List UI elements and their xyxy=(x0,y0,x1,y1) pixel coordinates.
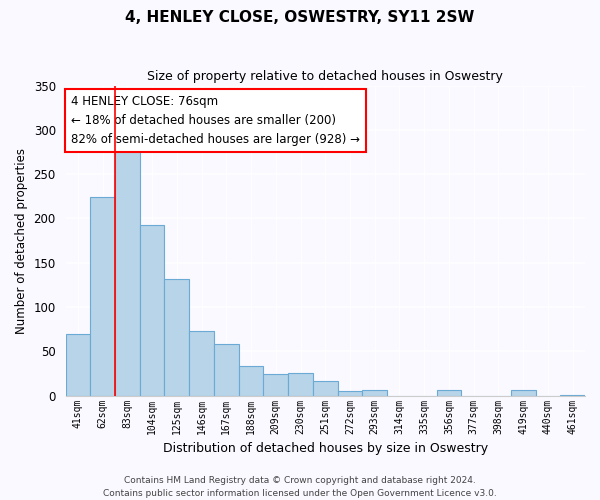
Text: 4 HENLEY CLOSE: 76sqm
← 18% of detached houses are smaller (200)
82% of semi-det: 4 HENLEY CLOSE: 76sqm ← 18% of detached … xyxy=(71,95,360,146)
Bar xyxy=(140,224,164,396)
Bar xyxy=(164,278,189,396)
Y-axis label: Number of detached properties: Number of detached properties xyxy=(15,148,28,334)
Title: Size of property relative to detached houses in Oswestry: Size of property relative to detached ho… xyxy=(148,70,503,83)
Bar xyxy=(90,197,115,396)
Bar xyxy=(560,395,585,396)
Bar xyxy=(65,334,90,396)
Bar xyxy=(263,374,288,396)
Bar xyxy=(214,344,239,396)
Bar xyxy=(362,390,387,396)
Bar xyxy=(313,382,338,396)
Bar xyxy=(437,390,461,396)
Bar xyxy=(338,391,362,396)
Text: 4, HENLEY CLOSE, OSWESTRY, SY11 2SW: 4, HENLEY CLOSE, OSWESTRY, SY11 2SW xyxy=(125,10,475,25)
X-axis label: Distribution of detached houses by size in Oswestry: Distribution of detached houses by size … xyxy=(163,442,488,455)
Bar xyxy=(511,390,536,396)
Text: Contains HM Land Registry data © Crown copyright and database right 2024.
Contai: Contains HM Land Registry data © Crown c… xyxy=(103,476,497,498)
Bar xyxy=(189,331,214,396)
Bar xyxy=(288,374,313,396)
Bar xyxy=(115,150,140,396)
Bar xyxy=(239,366,263,396)
